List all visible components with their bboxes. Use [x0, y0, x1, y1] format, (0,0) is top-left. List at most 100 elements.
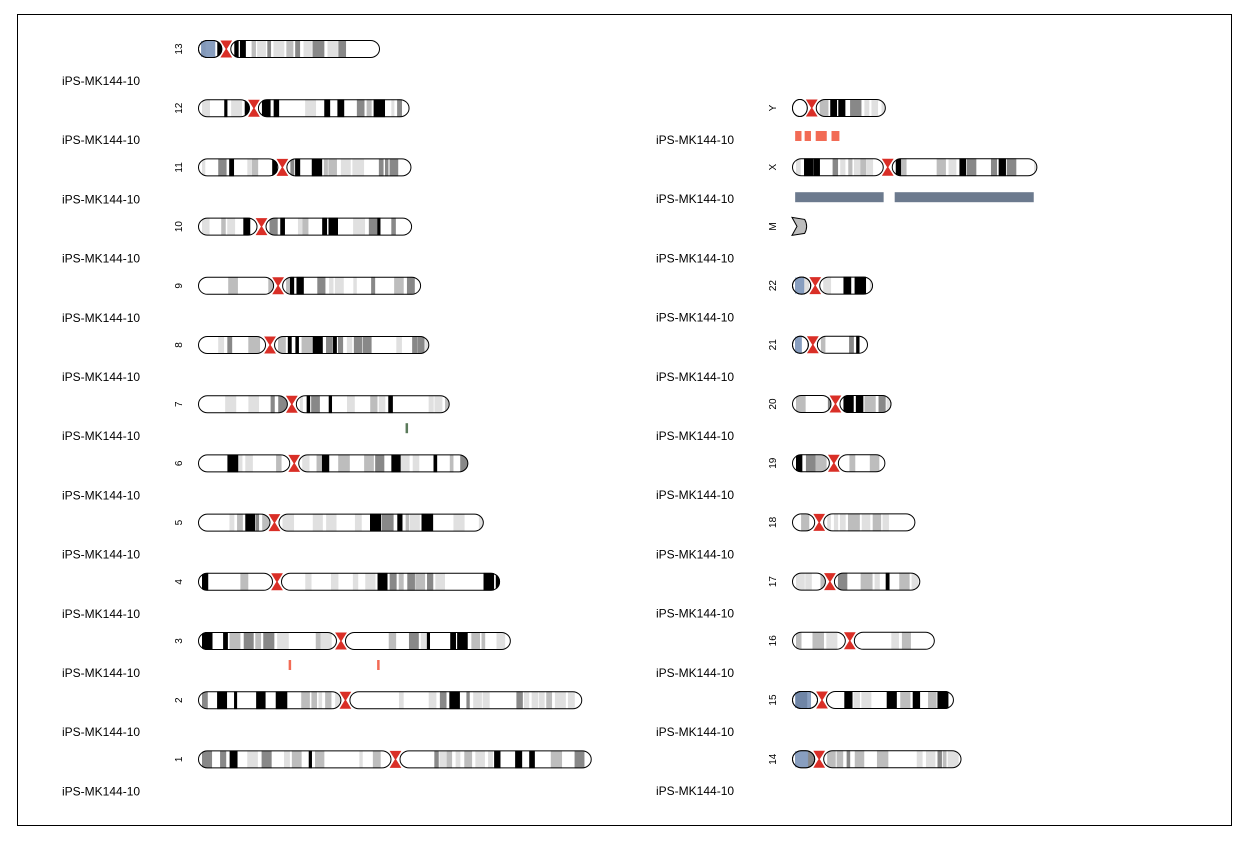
centromere: [389, 750, 402, 768]
centromere: [276, 158, 289, 176]
chromosome-band: [370, 513, 382, 532]
arm-bands: [826, 691, 954, 709]
chromosome-band: [290, 158, 295, 177]
arm-outline: [198, 40, 223, 58]
chromosome-band: [833, 513, 839, 532]
chromosome-label: 2: [174, 697, 185, 703]
chromosome-band: [524, 691, 530, 710]
chromosome-band: [273, 99, 280, 118]
chromosome-band: [394, 276, 404, 295]
chromosome-label: M: [768, 222, 779, 230]
sample-label: iPS-MK144-10: [62, 133, 140, 147]
arm-outline: [349, 691, 583, 710]
arm-bands: [198, 572, 273, 591]
chromosome-band: [439, 750, 447, 769]
chromosome-label: 22: [768, 280, 779, 292]
sample-label: iPS-MK144-10: [656, 666, 734, 680]
arm-bands: [198, 691, 342, 710]
arm-outline: [274, 336, 430, 354]
chromosome-band: [400, 454, 410, 473]
chromosome-band: [516, 691, 523, 710]
centromere: [335, 632, 347, 650]
sample-label: iPS-MK144-10: [656, 607, 734, 621]
chromosome-band: [554, 691, 566, 710]
chromosome-band: [354, 513, 362, 532]
chromosome-band: [325, 691, 332, 710]
chromosome-band: [270, 395, 275, 414]
sample-label: iPS-MK144-10: [62, 607, 140, 621]
chromosome-band: [937, 750, 942, 769]
chromosome-band: [854, 158, 861, 177]
chromosome-band: [217, 691, 228, 710]
chromosome-band: [231, 99, 242, 118]
chromosome-band: [326, 513, 337, 532]
arm-outline: [198, 99, 250, 118]
chromosome-band: [337, 336, 344, 354]
chromosome-band: [846, 750, 851, 769]
chromosome-label: 9: [174, 283, 185, 289]
centromere: [271, 573, 283, 591]
band-base: [198, 572, 273, 591]
chromosome-Y: Y: [768, 99, 886, 141]
chromosome-13: 13: [174, 40, 381, 58]
cnv-dash: [804, 131, 811, 141]
chromosome-band: [269, 217, 278, 236]
chromosome-3: 3: [174, 632, 511, 670]
chromosome-17: 17: [768, 572, 921, 591]
sample-label: iPS-MK144-10: [62, 725, 140, 739]
cnv-marker: [405, 423, 409, 434]
chromosome-band: [876, 750, 889, 769]
chromosome-band: [426, 632, 431, 650]
chromosome-band: [488, 750, 493, 769]
chromosome-band: [836, 750, 844, 769]
chromosome-band: [830, 99, 838, 117]
centromere: [288, 454, 301, 472]
sample-label: iPS-MK144-10: [62, 252, 140, 266]
chromosome-M: M: [768, 216, 808, 237]
arm-bands: [198, 276, 275, 295]
chromosome-band: [224, 99, 228, 118]
arm-outline: [286, 158, 412, 177]
chromosome-band: [239, 40, 246, 58]
centromere: [268, 514, 281, 532]
chromosome-band: [838, 99, 846, 117]
arm-bands: [816, 335, 868, 354]
chromosome-label: 5: [174, 519, 185, 525]
chromosome-label: 1: [174, 756, 185, 762]
chromosome-15: 15: [768, 691, 954, 709]
arm-bands: [257, 99, 410, 118]
chromosome-band: [302, 454, 310, 473]
chromosome-label: 21: [768, 339, 779, 351]
chromosome-band: [815, 454, 827, 473]
chromosome-band: [221, 217, 226, 236]
chromosome-band: [202, 158, 206, 177]
chromosome-band: [323, 158, 328, 177]
arm-bands: [198, 454, 291, 473]
cnv-segment: [795, 192, 884, 203]
chromosome-band: [407, 572, 415, 591]
chromosome-band: [334, 276, 344, 295]
chromosome-band: [362, 336, 372, 354]
chromosome-11: 11: [174, 158, 412, 177]
cnv-marker: [377, 660, 380, 670]
chromosome-band: [878, 395, 886, 413]
chromosome-band: [391, 454, 401, 473]
chromosome-label: Y: [768, 104, 779, 111]
chromosome-band: [412, 336, 418, 354]
chromosome-band: [377, 572, 388, 591]
chromosome-band: [805, 454, 816, 473]
chromosome-band: [936, 158, 946, 177]
chromosome-band: [284, 750, 290, 769]
chromosome-band: [282, 513, 295, 532]
chromosome-band: [373, 99, 386, 118]
chromosome-band: [849, 454, 856, 473]
chromosome-band: [837, 572, 848, 591]
chromosome-band: [237, 513, 243, 532]
chromosome-label: 17: [768, 576, 779, 588]
chromosome-band: [248, 395, 260, 414]
sample-label: iPS-MK144-10: [62, 74, 140, 88]
chromosome-band: [826, 631, 838, 650]
chromosome-band: [227, 336, 233, 354]
chromosome-band: [439, 691, 447, 710]
chromosome-band: [352, 158, 365, 177]
